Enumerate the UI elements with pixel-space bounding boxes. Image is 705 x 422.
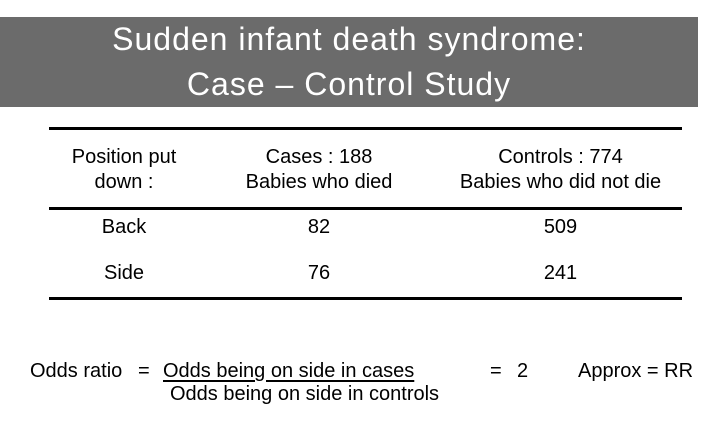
header-position-line1: Position put bbox=[71, 146, 177, 168]
row-side-position: Side bbox=[103, 262, 145, 284]
row-side-controls: 241 bbox=[543, 262, 578, 284]
header-cases-line1: Cases : 188 bbox=[265, 146, 373, 168]
table-rule-mid bbox=[49, 207, 682, 210]
formula-numerator: Odds being on side in cases bbox=[163, 360, 415, 382]
formula-label: Odds ratio bbox=[30, 360, 123, 382]
title-band: Sudden infant death syndrome: Case – Con… bbox=[0, 17, 698, 107]
table-header-controls: Controls : 774 Babies who did not die bbox=[439, 145, 682, 195]
formula-value: 2 bbox=[517, 360, 529, 382]
table-row-back: Back 82 509 bbox=[49, 216, 682, 238]
row-side-cases: 76 bbox=[307, 262, 331, 284]
header-controls-line2: Babies who did not die bbox=[459, 171, 662, 193]
formula-denominator: Odds being on side in controls bbox=[170, 383, 440, 405]
row-back-position: Back bbox=[101, 216, 147, 238]
formula-approx-note: Approx = RR bbox=[578, 360, 694, 382]
header-cases-line2: Babies who died bbox=[245, 171, 393, 193]
table-rule-top bbox=[49, 127, 682, 130]
header-position-line2: down : bbox=[94, 171, 154, 193]
formula-equals-1: = bbox=[138, 360, 150, 382]
header-controls-line1: Controls : 774 bbox=[498, 146, 623, 168]
row-back-cases: 82 bbox=[307, 216, 331, 238]
slide-title-line2: Case – Control Study bbox=[186, 66, 512, 102]
table-header-position: Position put down : bbox=[49, 145, 199, 195]
table-rule-bottom bbox=[49, 297, 682, 300]
table-header-cases: Cases : 188 Babies who died bbox=[199, 145, 439, 195]
table-header-row: Position put down : Cases : 188 Babies w… bbox=[49, 145, 682, 195]
formula-equals-2: = bbox=[490, 360, 502, 382]
table-row-side: Side 76 241 bbox=[49, 262, 682, 284]
slide-title-line1: Sudden infant death syndrome: bbox=[112, 21, 586, 57]
row-back-controls: 509 bbox=[543, 216, 578, 238]
